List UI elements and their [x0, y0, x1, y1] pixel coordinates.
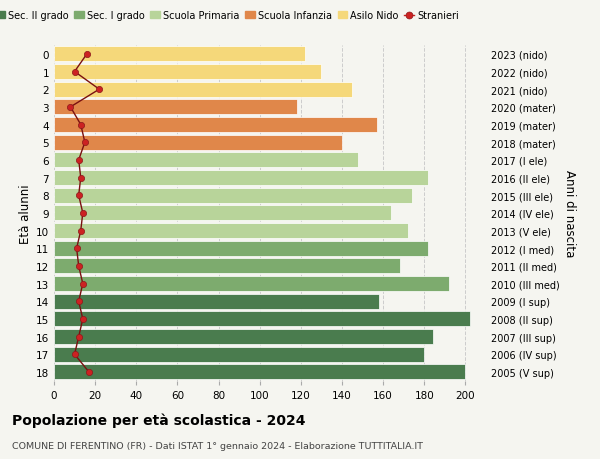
Bar [54, 206, 391, 221]
Legend: Sec. II grado, Sec. I grado, Scuola Primaria, Scuola Infanzia, Asilo Nido, Stran: Sec. II grado, Sec. I grado, Scuola Prim… [0, 7, 463, 25]
Bar [54, 65, 322, 80]
Y-axis label: Età alunni: Età alunni [19, 184, 32, 243]
Text: COMUNE DI FERENTINO (FR) - Dati ISTAT 1° gennaio 2024 - Elaborazione TUTTITALIA.: COMUNE DI FERENTINO (FR) - Dati ISTAT 1°… [12, 441, 423, 450]
Bar [54, 153, 358, 168]
Bar [54, 294, 379, 309]
Bar [54, 259, 400, 274]
Bar [54, 171, 428, 185]
Bar [54, 276, 449, 291]
Text: Popolazione per età scolastica - 2024: Popolazione per età scolastica - 2024 [12, 413, 305, 428]
Bar [54, 330, 433, 344]
Bar [54, 312, 470, 327]
Bar [54, 135, 342, 151]
Bar [54, 47, 305, 62]
Bar [54, 100, 297, 115]
Bar [54, 188, 412, 203]
Bar [54, 347, 424, 362]
Bar [54, 83, 352, 97]
Bar [54, 224, 408, 239]
Bar [54, 364, 466, 380]
Y-axis label: Anni di nascita: Anni di nascita [563, 170, 576, 257]
Bar [54, 241, 428, 256]
Bar [54, 118, 377, 133]
